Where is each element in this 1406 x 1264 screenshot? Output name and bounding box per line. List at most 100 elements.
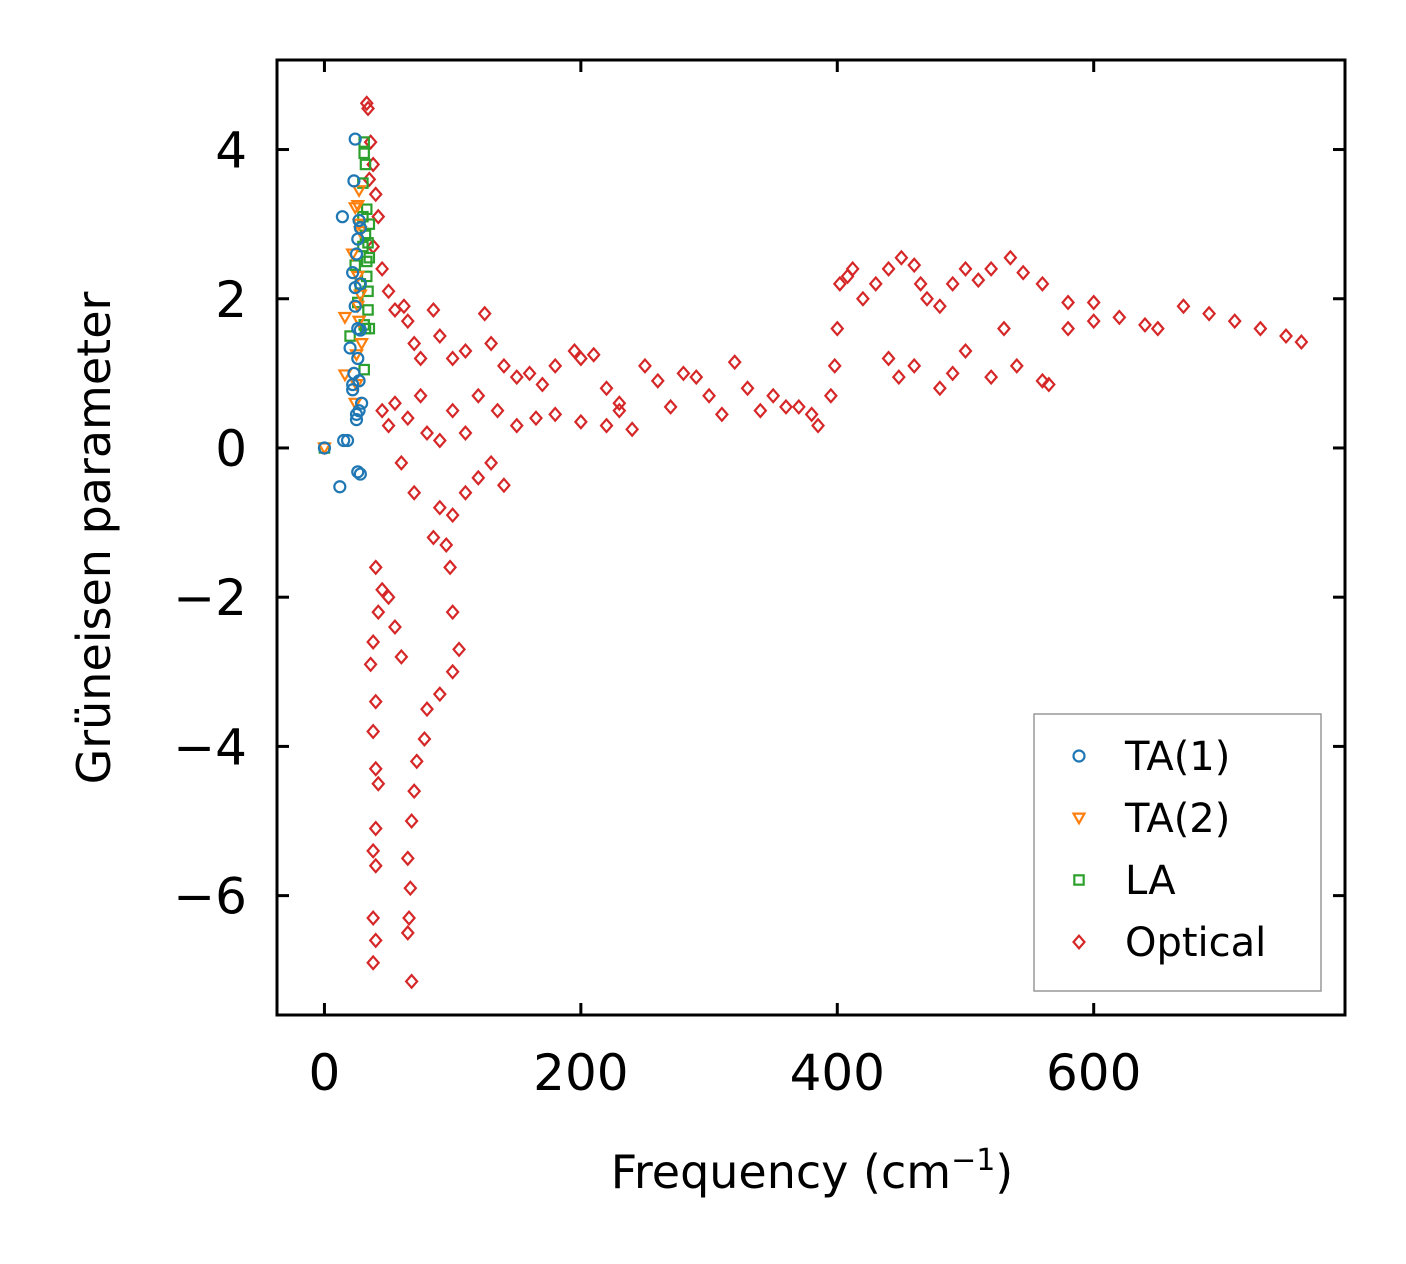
data-point — [496, 357, 511, 374]
series-ta-1 — [317, 132, 369, 494]
data-point — [1253, 320, 1268, 337]
data-point — [1086, 313, 1101, 330]
data-point — [355, 396, 369, 410]
data-point — [343, 341, 357, 355]
data-point — [359, 158, 372, 171]
data-point — [1202, 305, 1217, 322]
data-point — [1294, 334, 1309, 351]
data-point — [351, 351, 365, 366]
data-point — [740, 380, 755, 397]
data-point — [413, 387, 428, 404]
data-point — [432, 499, 447, 516]
data-point — [791, 398, 806, 415]
x-tick-label: 0 — [309, 1044, 341, 1102]
data-point — [1035, 275, 1050, 292]
data-point — [346, 377, 360, 392]
data-point — [612, 402, 627, 419]
data-point — [362, 171, 377, 188]
y-tick-label: −6 — [173, 868, 247, 926]
data-point — [400, 850, 415, 867]
y-tick-label: −2 — [173, 569, 247, 627]
data-point — [432, 686, 447, 703]
data-point — [971, 272, 986, 289]
data-point — [394, 454, 409, 471]
data-point — [573, 413, 588, 430]
data-point — [522, 365, 537, 382]
data-point — [375, 581, 390, 598]
data-point — [351, 465, 365, 479]
data-point — [458, 484, 473, 501]
data-point — [458, 425, 473, 442]
data-point — [689, 369, 704, 386]
series-la — [318, 136, 376, 454]
data-point — [366, 842, 381, 859]
data-point — [984, 369, 999, 386]
data-point — [471, 387, 486, 404]
data-point — [358, 363, 370, 376]
data-point — [407, 783, 422, 800]
data-point — [368, 857, 383, 874]
data-point — [920, 290, 934, 307]
data-point — [490, 402, 505, 419]
data-point — [753, 402, 768, 419]
data-point — [452, 641, 467, 658]
data-point — [432, 432, 447, 449]
data-point — [845, 260, 860, 277]
data-point — [317, 441, 332, 455]
data-point — [368, 186, 383, 203]
data-point — [368, 693, 383, 710]
data-point — [371, 604, 386, 621]
data-point — [337, 311, 353, 325]
data-point — [663, 398, 678, 415]
data-point — [766, 387, 781, 404]
data-point — [958, 260, 973, 277]
legend-label: TA(2) — [1124, 796, 1230, 842]
data-point — [1086, 294, 1101, 311]
data-point — [340, 433, 355, 448]
data-point — [361, 100, 375, 117]
data-point — [420, 701, 434, 718]
data-point — [945, 365, 960, 382]
data-point — [484, 454, 499, 471]
data-point — [529, 410, 543, 427]
data-point — [1016, 264, 1031, 281]
data-point — [945, 275, 960, 292]
x-tick-label: 600 — [1046, 1044, 1141, 1102]
data-point — [426, 301, 441, 318]
data-point — [573, 350, 588, 367]
data-point — [868, 275, 883, 292]
data-point — [484, 335, 499, 352]
data-point — [702, 387, 717, 404]
data-point — [348, 132, 362, 146]
plot-frame — [275, 58, 1347, 1017]
series-optical — [359, 95, 1309, 990]
data-point — [363, 251, 376, 264]
data-point — [997, 320, 1011, 337]
data-point — [509, 417, 524, 434]
data-point — [366, 723, 381, 740]
data-point — [359, 95, 374, 112]
legend-marker — [1073, 874, 1085, 886]
data-point — [727, 354, 742, 371]
data-point — [894, 249, 909, 266]
data-point — [1061, 294, 1076, 311]
data-point — [347, 202, 363, 216]
data-point — [353, 467, 367, 481]
data-point — [420, 425, 434, 442]
data-point — [403, 880, 418, 897]
data-point — [387, 395, 402, 412]
data-point — [400, 410, 415, 427]
data-point — [932, 298, 947, 315]
data-point — [439, 536, 454, 553]
data-point — [348, 299, 362, 313]
data-point — [832, 275, 847, 292]
y-tick-label: −4 — [173, 718, 247, 776]
data-point — [811, 417, 826, 434]
x-tick-label: 200 — [533, 1044, 628, 1102]
data-point — [346, 266, 360, 280]
data-point — [366, 910, 381, 927]
data-point — [354, 338, 370, 351]
data-point — [407, 484, 422, 501]
data-point — [407, 335, 422, 352]
data-point — [352, 404, 366, 418]
